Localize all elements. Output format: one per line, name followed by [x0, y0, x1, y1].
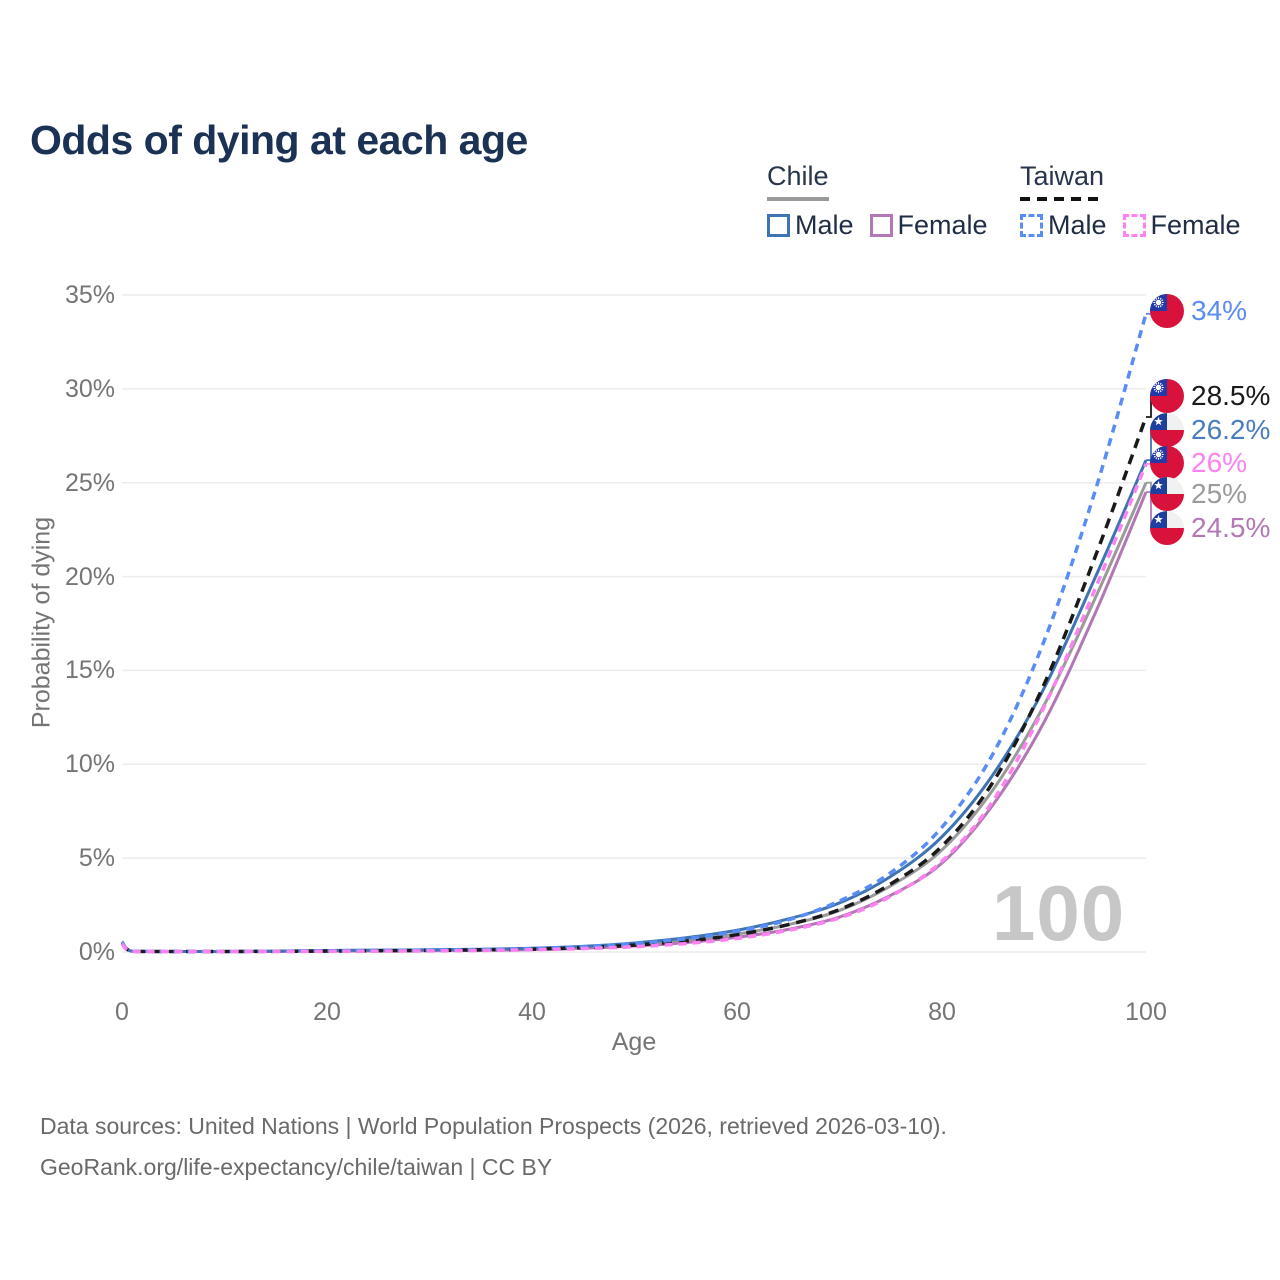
taiwan-male-swatch-icon	[1020, 214, 1043, 237]
end-label-value: 26%	[1191, 447, 1248, 478]
y-tick-label: 30%	[64, 375, 115, 403]
x-axis-title: Age	[611, 1028, 657, 1056]
series-line-taiwan-female	[120, 463, 1148, 954]
legend-group-chile: Chile Male Female	[767, 161, 988, 241]
end-label-value: 28.5%	[1191, 380, 1271, 411]
y-tick-label: 20%	[64, 563, 115, 591]
y-tick-label: 35%	[64, 281, 115, 309]
x-tick-label: 0	[115, 998, 129, 1026]
y-tick-label: 0%	[78, 938, 115, 966]
y-tick-label: 25%	[64, 469, 115, 497]
y-tick-label: 5%	[78, 844, 115, 872]
end-label-chile-female: 24.5%	[1150, 511, 1270, 545]
x-tick-label: 40	[518, 998, 546, 1026]
legend-item-label: Female	[897, 210, 988, 240]
end-label-chile-both: 25%	[1150, 477, 1247, 511]
x-tick-label: 60	[723, 998, 751, 1026]
chile-flag-icon	[1150, 477, 1184, 511]
end-label-value: 34%	[1191, 295, 1248, 326]
age-watermark: 100	[992, 869, 1126, 957]
footer: Data sources: United Nations | World Pop…	[40, 1106, 947, 1188]
legend-item-chile-male[interactable]: Male	[767, 210, 854, 241]
x-tick-label: 80	[928, 998, 956, 1026]
legend-line-sample-dashed	[1020, 197, 1104, 201]
legend-item-label: Female	[1150, 210, 1241, 240]
x-tick-label: 20	[313, 998, 341, 1026]
chile-flag-icon	[1150, 511, 1184, 545]
y-tick-label: 15%	[64, 656, 115, 684]
legend-item-taiwan-male[interactable]: Male	[1020, 210, 1107, 241]
end-label-chile-male: 26.2%	[1150, 413, 1270, 447]
end-label-taiwan-both: 28.5%	[1150, 379, 1270, 413]
end-label-taiwan-male: 34%	[1150, 294, 1247, 328]
page-title: Odds of dying at each age	[30, 117, 528, 164]
data-source-line: Data sources: United Nations | World Pop…	[40, 1113, 947, 1139]
x-tick-label: 100	[1125, 998, 1167, 1026]
end-label-taiwan-female: 26%	[1150, 446, 1247, 480]
end-label-value: 26.2%	[1191, 414, 1271, 445]
chile-female-swatch-icon	[869, 214, 893, 237]
y-axis-title: Probability of dying	[27, 516, 56, 729]
legend-line-sample-solid	[767, 197, 829, 201]
taiwan-flag-icon	[1150, 446, 1184, 480]
end-label-value: 24.5%	[1191, 512, 1271, 543]
y-tick-label: 10%	[64, 750, 115, 778]
attribution-line: GeoRank.org/life-expectancy/chile/taiwan…	[40, 1154, 553, 1180]
legend-item-label: Male	[1048, 210, 1107, 240]
end-label-value: 25%	[1191, 478, 1248, 509]
series-line-taiwan-male	[120, 313, 1148, 954]
series-line-taiwan-both	[120, 416, 1148, 954]
legend-header-taiwan: Taiwan	[1020, 161, 1105, 191]
chile-male-swatch-icon	[767, 214, 790, 237]
taiwan-flag-icon	[1150, 379, 1184, 413]
taiwan-female-swatch-icon	[1122, 214, 1146, 237]
legend-item-taiwan-female[interactable]: Female	[1122, 210, 1241, 241]
taiwan-flag-icon	[1150, 294, 1184, 328]
legend-group-taiwan: Taiwan Male Female	[1020, 161, 1241, 241]
legend-item-chile-female[interactable]: Female	[869, 210, 988, 241]
chile-flag-icon	[1150, 413, 1184, 447]
legend-header-chile: Chile	[767, 161, 829, 191]
legend-item-label: Male	[795, 210, 854, 240]
